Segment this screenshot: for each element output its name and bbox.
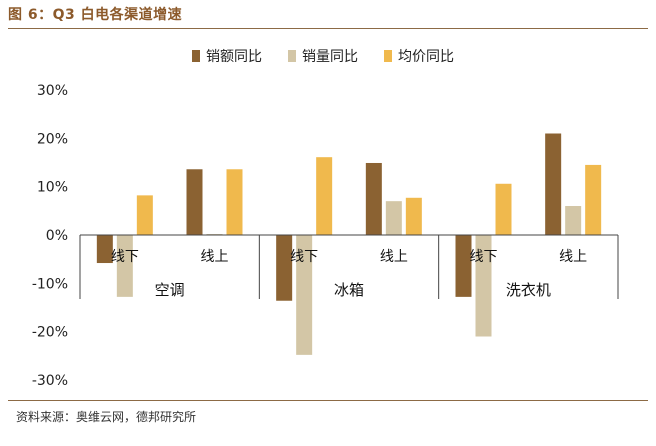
legend-swatch: [288, 50, 296, 62]
legend-label: 销额同比: [206, 49, 262, 65]
y-tick-label: 30%: [37, 83, 68, 99]
y-tick-label: 0%: [46, 228, 68, 244]
legend-swatch: [192, 50, 200, 62]
bar: [385, 201, 402, 235]
bar: [365, 162, 382, 235]
legend-label: 销量同比: [302, 49, 358, 65]
bar: [296, 235, 313, 355]
bar: [316, 157, 333, 235]
channel-label: 线上: [380, 249, 408, 265]
bar: [495, 183, 512, 235]
legend-label: 均价同比: [398, 49, 454, 65]
y-tick-label: -30%: [32, 373, 68, 389]
y-tick-label: -10%: [32, 276, 68, 292]
bar: [455, 235, 472, 297]
y-tick-label: 10%: [37, 180, 68, 196]
y-tick-label: -20%: [32, 325, 68, 341]
y-tick-label: 20%: [37, 131, 68, 147]
legend-swatch: [384, 50, 392, 62]
channel-label: 线下: [290, 249, 318, 265]
source-note: 资料来源：奥维云网，德邦研究所: [16, 410, 197, 424]
channel-label: 线上: [201, 249, 229, 265]
bar: [405, 197, 422, 235]
channel-label: 线下: [111, 249, 139, 265]
bottom-rule: [8, 400, 648, 401]
category-label: 冰箱: [334, 281, 364, 299]
bar: [186, 169, 203, 235]
bar: [96, 235, 113, 264]
bar: [545, 133, 562, 235]
bar: [226, 169, 243, 235]
figure-title: 图 6：Q3 白电各渠道增速: [8, 7, 183, 23]
category-label: 洗衣机: [506, 281, 551, 299]
bar: [276, 235, 293, 301]
channel-label: 线上: [559, 249, 587, 265]
chart-bars: [96, 133, 602, 355]
bar-chart: 销额同比 销量同比 均价同比 30% 20% 10% 0% -10% -20% -30% 线下 线…: [32, 49, 619, 389]
bar: [475, 235, 492, 337]
y-axis: 30% 20% 10% 0% -10% -20% -30%: [32, 83, 68, 389]
bar: [136, 195, 153, 235]
bar: [585, 164, 602, 235]
bar: [116, 235, 133, 297]
category-label: 空调: [155, 281, 185, 299]
chart-legend: 销额同比 销量同比 均价同比: [192, 49, 454, 65]
channel-label: 线下: [470, 249, 498, 265]
title-rule: [8, 28, 648, 29]
bar: [565, 206, 582, 235]
